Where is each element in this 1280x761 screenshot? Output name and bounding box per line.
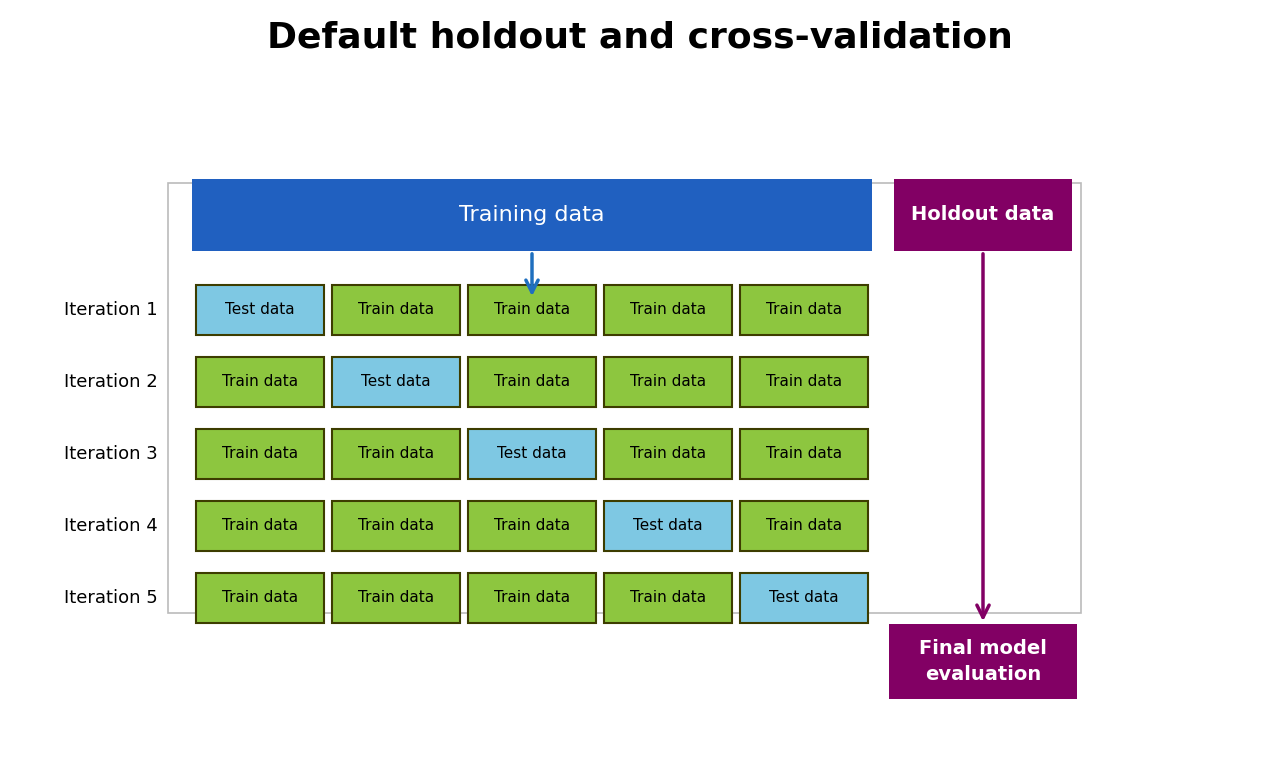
Bar: [890, 624, 1076, 699]
Text: Test data: Test data: [769, 591, 838, 606]
Bar: [893, 179, 1073, 251]
Bar: [604, 573, 732, 623]
Bar: [468, 501, 596, 551]
Text: Train data: Train data: [358, 591, 434, 606]
Bar: [192, 179, 872, 251]
Text: Train data: Train data: [358, 303, 434, 317]
Text: Train data: Train data: [765, 374, 842, 390]
Text: Train data: Train data: [630, 447, 707, 461]
Bar: [468, 429, 596, 479]
Bar: [740, 573, 868, 623]
Bar: [332, 357, 460, 407]
Text: Iteration 2: Iteration 2: [64, 373, 157, 391]
Text: Test data: Test data: [225, 303, 294, 317]
Bar: [604, 429, 732, 479]
Bar: [196, 429, 324, 479]
Bar: [332, 573, 460, 623]
Text: Test data: Test data: [634, 518, 703, 533]
Text: Train data: Train data: [494, 591, 570, 606]
Text: Training data: Training data: [460, 205, 604, 225]
Bar: [468, 357, 596, 407]
Bar: [332, 285, 460, 335]
Text: Train data: Train data: [221, 447, 298, 461]
Bar: [168, 183, 1082, 613]
Bar: [332, 429, 460, 479]
Text: Train data: Train data: [494, 374, 570, 390]
Text: Final model
evaluation: Final model evaluation: [919, 639, 1047, 683]
Text: Holdout data: Holdout data: [911, 205, 1055, 224]
Text: Train data: Train data: [630, 591, 707, 606]
Text: Train data: Train data: [494, 303, 570, 317]
Text: Train data: Train data: [630, 374, 707, 390]
Text: Train data: Train data: [765, 303, 842, 317]
Text: Train data: Train data: [630, 303, 707, 317]
Bar: [740, 285, 868, 335]
Text: Train data: Train data: [358, 447, 434, 461]
Bar: [332, 501, 460, 551]
Bar: [196, 357, 324, 407]
Bar: [740, 429, 868, 479]
Text: Train data: Train data: [494, 518, 570, 533]
Text: Train data: Train data: [765, 447, 842, 461]
Text: Iteration 5: Iteration 5: [64, 589, 157, 607]
Bar: [604, 285, 732, 335]
Text: Train data: Train data: [221, 518, 298, 533]
Text: Train data: Train data: [221, 374, 298, 390]
Text: Iteration 3: Iteration 3: [64, 445, 157, 463]
Text: Test data: Test data: [361, 374, 431, 390]
Bar: [604, 501, 732, 551]
Bar: [468, 285, 596, 335]
Text: Test data: Test data: [497, 447, 567, 461]
Text: Iteration 4: Iteration 4: [64, 517, 157, 535]
Bar: [196, 501, 324, 551]
Bar: [468, 573, 596, 623]
Bar: [740, 501, 868, 551]
Text: Train data: Train data: [765, 518, 842, 533]
Bar: [196, 285, 324, 335]
Text: Iteration 1: Iteration 1: [64, 301, 157, 319]
Text: Train data: Train data: [221, 591, 298, 606]
Text: Train data: Train data: [358, 518, 434, 533]
Bar: [604, 357, 732, 407]
Text: Default holdout and cross-validation: Default holdout and cross-validation: [268, 21, 1012, 55]
Bar: [196, 573, 324, 623]
Bar: [740, 357, 868, 407]
